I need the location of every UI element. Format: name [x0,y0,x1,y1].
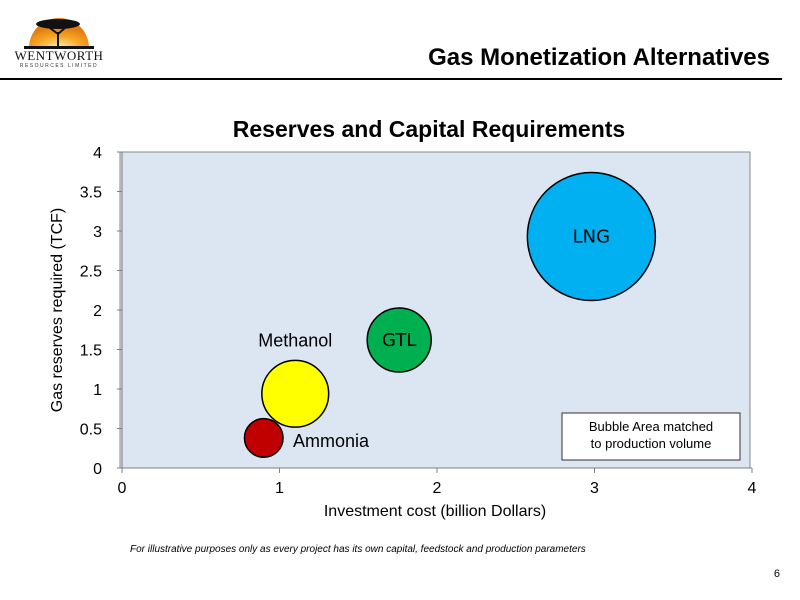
y-tick-label: 4 [93,145,102,162]
page-number: 6 [773,568,780,580]
footnote: For illustrative purposes only as every … [130,544,586,555]
y-tick-label: 3 [93,224,102,241]
bubble-label-gtl: GTL [382,330,416,351]
y-tick-label: 3.5 [80,185,102,202]
y-tick-label: 1.5 [80,343,102,360]
bubble-methanol [261,359,330,428]
company-logo: WENTWORTH RESOURCES LIMITED [14,8,104,78]
logo-subtitle: RESOURCES LIMITED [19,63,99,69]
x-tick-label: 1 [275,480,284,497]
y-axis-label: Gas reserves required (TCF) [49,208,66,413]
logo-wordmark: WENTWORTH [14,48,104,63]
bubble-label-lng: LNG [573,227,610,248]
x-axis-label: Investment cost (billion Dollars) [324,503,546,520]
legend-note: Bubble Area matched to production volume [589,419,713,451]
slide-title: Gas Monetization Alternatives [428,44,770,71]
bubble-label-ammonia: Ammonia [293,431,370,451]
x-tick-label: 0 [118,480,127,497]
y-tick-label: 2.5 [80,264,102,281]
chart-legend-box: Bubble Area matched to production volume [561,412,741,461]
y-tick-label: 0 [93,461,102,478]
header-divider [0,78,782,80]
bubble-ammonia [243,417,284,459]
chart-title: Reserves and Capital Requirements [233,116,625,142]
y-tick-label: 1 [93,382,102,399]
bubble-lng [526,171,657,302]
bubble-chart: Reserves and Capital Requirements 0 0.5 1 1… [49,116,757,520]
bubble-label-methanol: Methanol [258,330,332,350]
sunset-tree-logo-icon [24,18,94,49]
bubble-gtl [366,307,432,373]
y-tick-label: 2 [93,303,102,320]
x-tick-label: 2 [433,480,442,497]
y-tick-label: 0.5 [80,422,102,439]
x-tick-label: 3 [590,480,599,497]
x-tick-label: 4 [748,480,757,497]
